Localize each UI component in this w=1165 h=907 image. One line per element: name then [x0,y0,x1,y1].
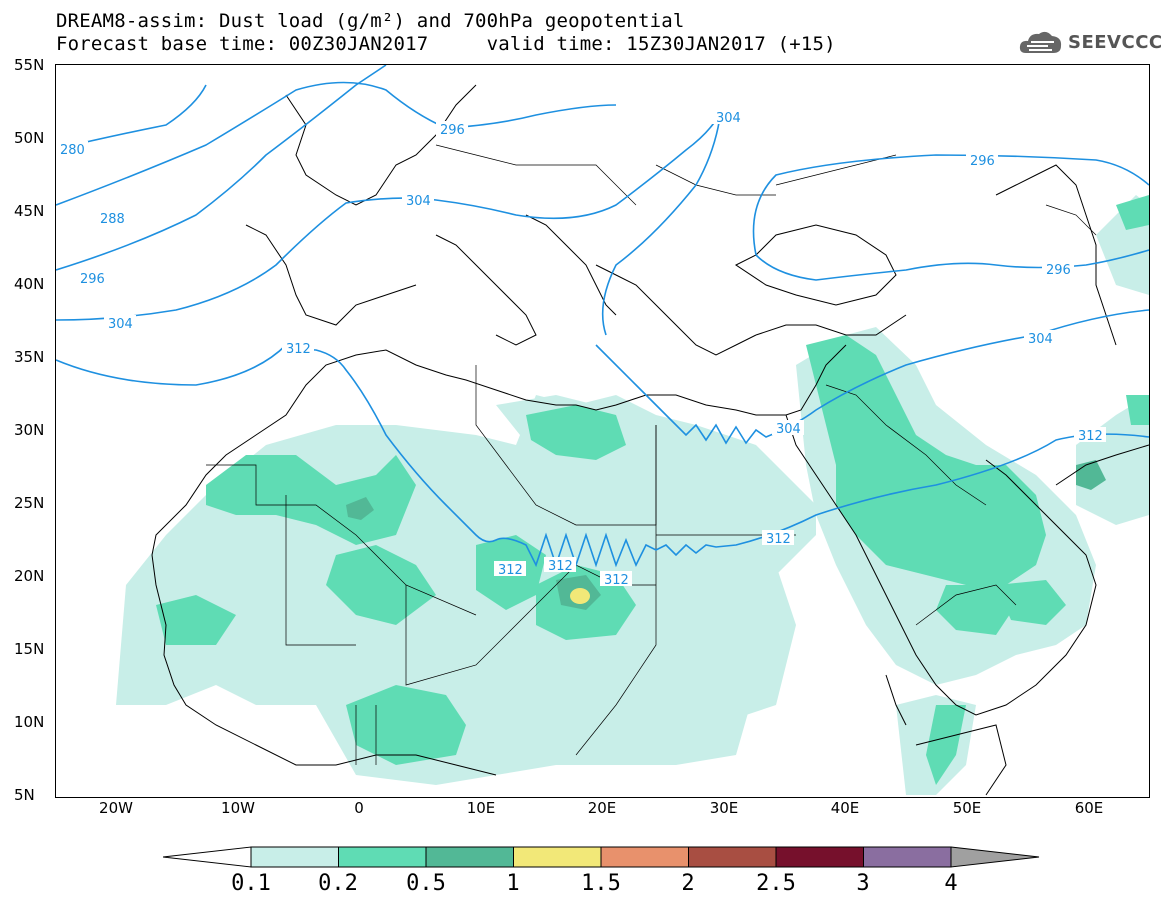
lat-label-20n: 20N [14,567,45,585]
contour-label-288: 288 [100,212,125,227]
colorbar-segment-2 [425,846,514,868]
colorbar-segment-5 [688,846,777,868]
colorbar-segment-7 [863,846,952,868]
lat-label-25n: 25N [14,494,45,512]
colorbar-segment-3 [513,846,602,868]
cloud-icon [1019,31,1062,53]
lat-label-10n: 10N [14,713,45,731]
colorbar-label-0.5: 0.5 [406,871,446,896]
contour-label-304-egypt: 304 [772,420,804,437]
lon-label-60e: 60E [1074,799,1104,817]
contour-label-296-europe: 296 [440,123,465,138]
dust-level-2 [156,195,1149,785]
lat-label-30n: 30N [14,421,45,439]
colorbar-label-2: 2 [681,871,695,896]
lat-label-40n: 40N [14,275,45,293]
colorbar-label-0.1: 0.1 [231,871,271,896]
contour-labels: 280 288 296 304 312 296 304 296 304 312 … [56,109,1106,588]
dust-level-4 [570,588,590,604]
contour-label-304-north: 304 [716,111,741,126]
lon-label-0: 0 [354,799,364,817]
colorbar-segment-0 [250,846,339,868]
map-title: DREAM8-assim: Dust load (g/m²) and 700hP… [56,10,685,32]
map-canvas: 280 288 296 304 312 296 304 296 304 312 … [56,65,1149,796]
seevccc-logo: SEEVCCC [1018,24,1163,60]
svg-text:304: 304 [776,422,801,437]
lon-label-10e: 10E [466,799,496,817]
lat-label-50n: 50N [14,129,45,147]
contour-label-304-east: 304 [1028,332,1053,347]
contour-label-296-east: 296 [970,154,995,169]
colorbar-segment-6 [775,846,864,868]
contour-label-312-redsea: 312 [766,532,791,547]
forecast-time-line: Forecast base time: 00Z30JAN2017 valid t… [56,33,836,55]
colorbar [162,845,1043,869]
lon-label-20w: 20W [99,799,133,817]
lat-label-45n: 45N [14,202,45,220]
contour-label-296-caspian: 296 [1046,263,1071,278]
map-panel: 280 288 296 304 312 296 304 296 304 312 … [55,64,1150,798]
lon-label-10w: 10W [221,799,255,817]
lon-label-50e: 50E [952,799,982,817]
logo-text: SEEVCCC [1068,31,1163,53]
contour-label-312-east: 312 [1078,429,1103,444]
contour-label-296-west: 296 [80,272,105,287]
colorbar-label-3: 3 [856,871,870,896]
contour-label-304-europe: 304 [406,194,431,209]
colorbar-label-2.5: 2.5 [756,871,796,896]
lat-label-5n: 5N [14,786,35,804]
contour-label-312-sudan: 312 [604,573,629,588]
lon-label-20e: 20E [587,799,617,817]
colorbar-high-arrow [950,846,1040,868]
contour-label-312-west: 312 [286,342,311,357]
lat-label-15n: 15N [14,640,45,658]
lon-label-30e: 30E [709,799,739,817]
contour-label-280: 280 [60,143,85,158]
colorbar-low-arrow [162,846,252,868]
lat-label-35n: 35N [14,348,45,366]
lat-label-55n: 55N [14,56,45,74]
contour-label-304-west: 304 [108,317,133,332]
contour-label-312-niger: 312 [498,563,523,578]
colorbar-label-4: 4 [944,871,958,896]
colorbar-label-0.2: 0.2 [318,871,358,896]
contour-label-312-chad: 312 [548,559,573,574]
colorbar-label-1.5: 1.5 [581,871,621,896]
lon-label-40e: 40E [830,799,860,817]
colorbar-label-1: 1 [506,871,520,896]
colorbar-segment-1 [338,846,427,868]
colorbar-segment-4 [600,846,689,868]
